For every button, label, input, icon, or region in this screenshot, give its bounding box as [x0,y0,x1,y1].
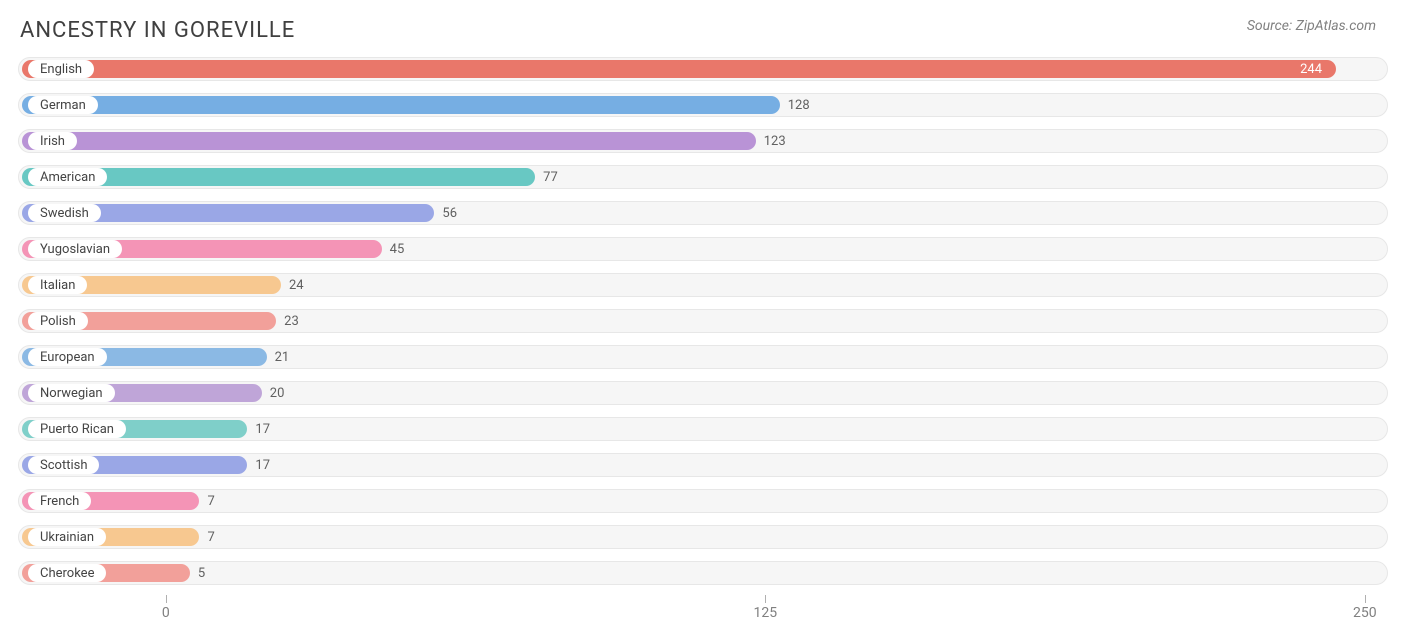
source-attribution: Source: ZipAtlas.com [1247,18,1386,34]
bar-label-pill: Irish [28,132,77,150]
chart-area: English244German128Irish123American77Swe… [0,51,1406,625]
bar-value: 23 [284,307,299,335]
bar-label-pill: Scottish [28,456,99,474]
bar-fill [22,60,1336,78]
bar-value: 21 [275,343,290,371]
bar-fill [22,132,756,150]
bar-value: 77 [543,163,558,191]
bar-value: 7 [207,487,214,515]
bar-value: 45 [390,235,405,263]
bar-row: Puerto Rican 17 [18,415,1388,443]
x-tick [765,595,766,603]
bar-label-pill: Swedish [28,204,101,222]
bar-row: French 7 [18,487,1388,515]
bar-row: Cherokee 5 [18,559,1388,587]
bar-label-pill: American [28,168,107,186]
bar-row: Norwegian 20 [18,379,1388,407]
bar-row: Irish 123 [18,127,1388,155]
chart-title: ANCESTRY IN GOREVILLE [20,18,295,43]
bar-label-pill: English [28,60,94,78]
bar-label-pill: French [28,492,91,510]
bar-row: Swedish 56 [18,199,1388,227]
bar-value: 123 [764,127,786,155]
bar-row: Scottish 17 [18,451,1388,479]
x-tick-label: 125 [754,605,778,621]
bar-fill [22,96,780,114]
bar-label-pill: Cherokee [28,564,106,582]
bar-value: 128 [788,91,810,119]
bar-value: 56 [442,199,457,227]
x-tick-label: 0 [162,605,170,621]
bar-row: Polish 23 [18,307,1388,335]
bar-label-pill: Yugoslavian [28,240,122,258]
bar-value: 5 [198,559,205,587]
bar-row: European 21 [18,343,1388,371]
x-tick-label: 250 [1353,605,1377,621]
bar-label-pill: Ukrainian [28,528,106,546]
header: ANCESTRY IN GOREVILLE Source: ZipAtlas.c… [0,0,1406,51]
bar-label-pill: Norwegian [28,384,115,402]
bar-value: 24 [289,271,304,299]
bar-row: Ukrainian 7 [18,523,1388,551]
bar-track [18,489,1388,513]
bar-label-pill: German [28,96,98,114]
bar-label-pill: Polish [28,312,88,330]
bar-label-pill: Puerto Rican [28,420,126,438]
bar-row: English 244 [18,55,1388,83]
x-tick [166,595,167,603]
bar-value: 17 [255,451,270,479]
bar-value: 17 [255,415,270,443]
plot: English244German128Irish123American77Swe… [18,55,1388,587]
bar-value: 244 [1300,55,1336,83]
x-axis: 0 125 250 [18,595,1388,625]
bar-value: 20 [270,379,285,407]
x-tick [1365,595,1366,603]
bar-row: Italian 24 [18,271,1388,299]
bar-track [18,561,1388,585]
bar-row: Yugoslavian 45 [18,235,1388,263]
bar-label-pill: Italian [28,276,87,294]
bar-row: American 77 [18,163,1388,191]
bar-label-pill: European [28,348,107,366]
bar-row: German 128 [18,91,1388,119]
bar-track [18,525,1388,549]
bar-value: 7 [207,523,214,551]
